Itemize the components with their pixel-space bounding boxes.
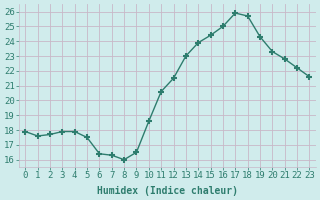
X-axis label: Humidex (Indice chaleur): Humidex (Indice chaleur) <box>97 186 238 196</box>
